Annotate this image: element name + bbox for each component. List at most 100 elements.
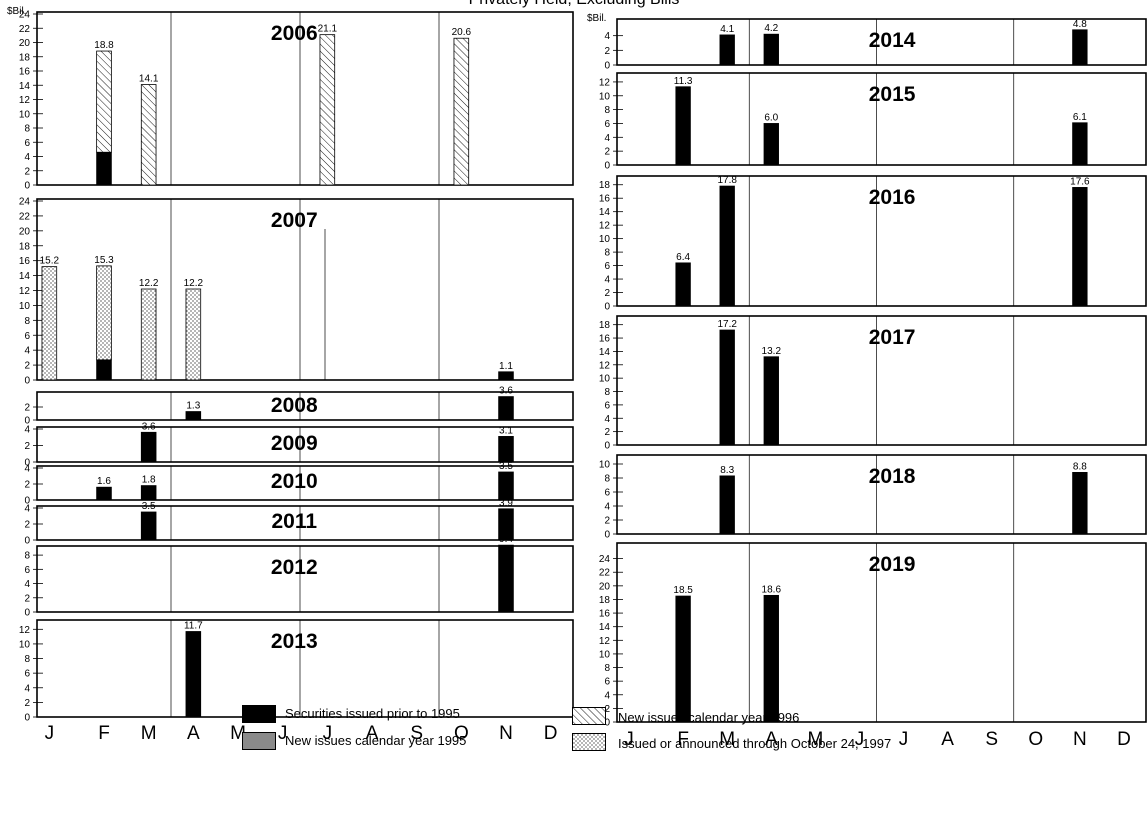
y-tick-label: 0 — [604, 718, 610, 729]
y-tick-label: 2 — [24, 403, 30, 414]
y-tick-label: 0 — [24, 416, 30, 427]
month-label: S — [410, 723, 423, 744]
panel-2016: 0 2 4 6 8 10 12 14 16 18 6.4 17.8 17.6 2016 — [599, 175, 1147, 313]
y-tick-label: 4 — [604, 690, 610, 701]
panel-year-label: 2013 — [271, 630, 318, 653]
bar-segment — [719, 475, 735, 535]
y-tick-label: 24 — [19, 197, 31, 208]
y-tick-label: 10 — [599, 460, 611, 471]
y-tick-label: 6 — [604, 119, 610, 130]
month-label: N — [1073, 729, 1087, 750]
bar-value-label: 4.8 — [1073, 19, 1087, 30]
bar-segment — [453, 37, 470, 186]
bar-value-label: 3.9 — [499, 498, 513, 509]
y-tick-label: 6 — [24, 565, 30, 576]
legend-swatch-hatch — [572, 707, 606, 725]
bar-value-label: 3.6 — [499, 386, 513, 397]
y-tick-label: 0 — [604, 61, 610, 72]
y-tick-label: 4 — [24, 464, 30, 475]
y-tick-label: 24 — [599, 554, 611, 565]
panel-2014: 0 2 4 $Bil. 4.1 4.2 4.8 2014 — [587, 13, 1147, 72]
y-tick-label: 16 — [599, 609, 611, 620]
y-tick-label: 4 — [24, 504, 30, 515]
month-label: N — [499, 723, 513, 744]
y-tick-label: 12 — [599, 221, 611, 232]
y-tick-label: 6 — [604, 488, 610, 499]
bar-segment — [96, 359, 112, 381]
y-tick-label: 16 — [599, 334, 611, 345]
y-tick-label: 0 — [604, 530, 610, 541]
month-label: M — [807, 729, 823, 750]
panel-2017: 0 2 4 6 8 10 12 14 16 18 17.2 13.2 2017 — [599, 315, 1147, 452]
y-tick-label: 14 — [599, 347, 611, 358]
bar-value-label: 21.1 — [318, 24, 338, 35]
month-label: A — [941, 729, 954, 750]
bar-value-label: 12.2 — [184, 278, 204, 289]
bar-value-label: 3.5 — [142, 501, 156, 512]
y-tick-label: 0 — [604, 441, 610, 452]
panel-2012: 0 2 4 6 8 9.4 2012 — [24, 534, 574, 619]
legend-new1995: New issues calendar year 1995 — [242, 732, 522, 752]
y-tick-label: 2 — [24, 361, 30, 372]
panel-frame — [616, 454, 1147, 535]
bar-segment — [140, 288, 157, 381]
y-tick-label: 8 — [24, 316, 30, 327]
y-tick-label: 12 — [19, 95, 31, 106]
y-tick-label: 2 — [24, 593, 30, 604]
y-tick-label: 0 — [24, 496, 30, 507]
y-tick-label: 0 — [24, 536, 30, 547]
month-label: D — [1117, 729, 1131, 750]
bar-segment — [498, 396, 514, 421]
bar-segment — [96, 265, 112, 361]
bar-segment — [1072, 471, 1088, 535]
panel-frame — [36, 619, 574, 718]
y-tick-label: 2 — [24, 698, 30, 709]
bar-value-label: 15.3 — [94, 255, 114, 266]
y-tick-label: 6 — [24, 669, 30, 680]
bar-value-label: 8.3 — [720, 465, 734, 476]
month-label: S — [985, 729, 998, 750]
bar-value-label: 6.1 — [1073, 112, 1087, 123]
y-tick-label: 2 — [604, 427, 610, 438]
month-label: M — [719, 729, 735, 750]
chart-title: Privately Held, Excluding Bills — [0, 0, 1148, 9]
bar-value-label: 11.7 — [184, 621, 203, 632]
y-tick-label: 14 — [19, 81, 31, 92]
month-label: M — [141, 723, 157, 744]
bar-segment — [96, 50, 112, 153]
y-tick-label: 0 — [604, 302, 610, 313]
bar-segment — [675, 86, 691, 166]
y-tick-label: 12 — [599, 360, 611, 371]
bar-segment — [719, 34, 735, 66]
bar-value-label: 18.5 — [673, 585, 693, 596]
bar-value-label: 3.5 — [499, 461, 513, 472]
y-tick-label: 0 — [24, 181, 30, 192]
bar-value-label: 1.6 — [97, 476, 111, 487]
y-tick-label: 10 — [599, 234, 611, 245]
bar-value-label: 20.6 — [452, 27, 472, 38]
y-tick-label: 18 — [19, 52, 31, 63]
y-tick-label: 8 — [604, 387, 610, 398]
panel-year-label: 2018 — [869, 465, 916, 488]
month-label: A — [765, 729, 778, 750]
panel-frame — [616, 72, 1147, 166]
month-label: A — [366, 723, 379, 744]
y-tick-label: 4 — [24, 683, 30, 694]
panel-frame — [36, 11, 574, 186]
month-label: D — [544, 723, 558, 744]
y-tick-label: 14 — [599, 207, 611, 218]
y-tick-label: 8 — [604, 474, 610, 485]
y-tick-label: 10 — [19, 301, 31, 312]
y-tick-label: 12 — [19, 286, 31, 297]
bar-value-label: 1.8 — [142, 475, 156, 486]
panel-year-label: 2014 — [869, 29, 916, 52]
bar-segment — [675, 595, 691, 723]
panel-frame — [36, 465, 574, 501]
bar-segment — [96, 151, 112, 186]
y-tick-label: 2 — [604, 147, 610, 158]
y-tick-label: 12 — [599, 77, 611, 88]
y-unit-label: $Bil. — [7, 6, 26, 17]
bar-value-label: 4.1 — [720, 24, 734, 35]
